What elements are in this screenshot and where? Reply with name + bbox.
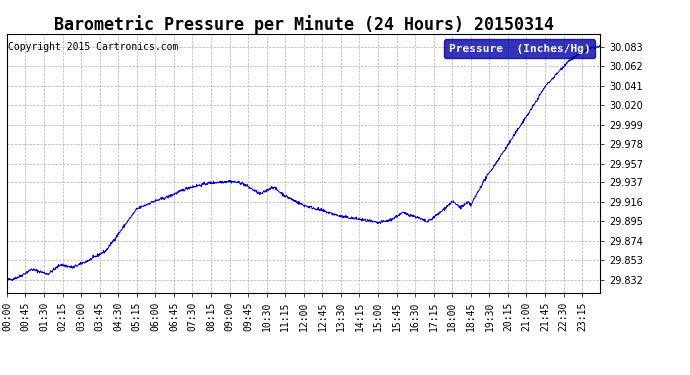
- Title: Barometric Pressure per Minute (24 Hours) 20150314: Barometric Pressure per Minute (24 Hours…: [54, 15, 553, 34]
- Text: Copyright 2015 Cartronics.com: Copyright 2015 Cartronics.com: [8, 42, 179, 51]
- Legend: Pressure  (Inches/Hg): Pressure (Inches/Hg): [444, 39, 595, 58]
